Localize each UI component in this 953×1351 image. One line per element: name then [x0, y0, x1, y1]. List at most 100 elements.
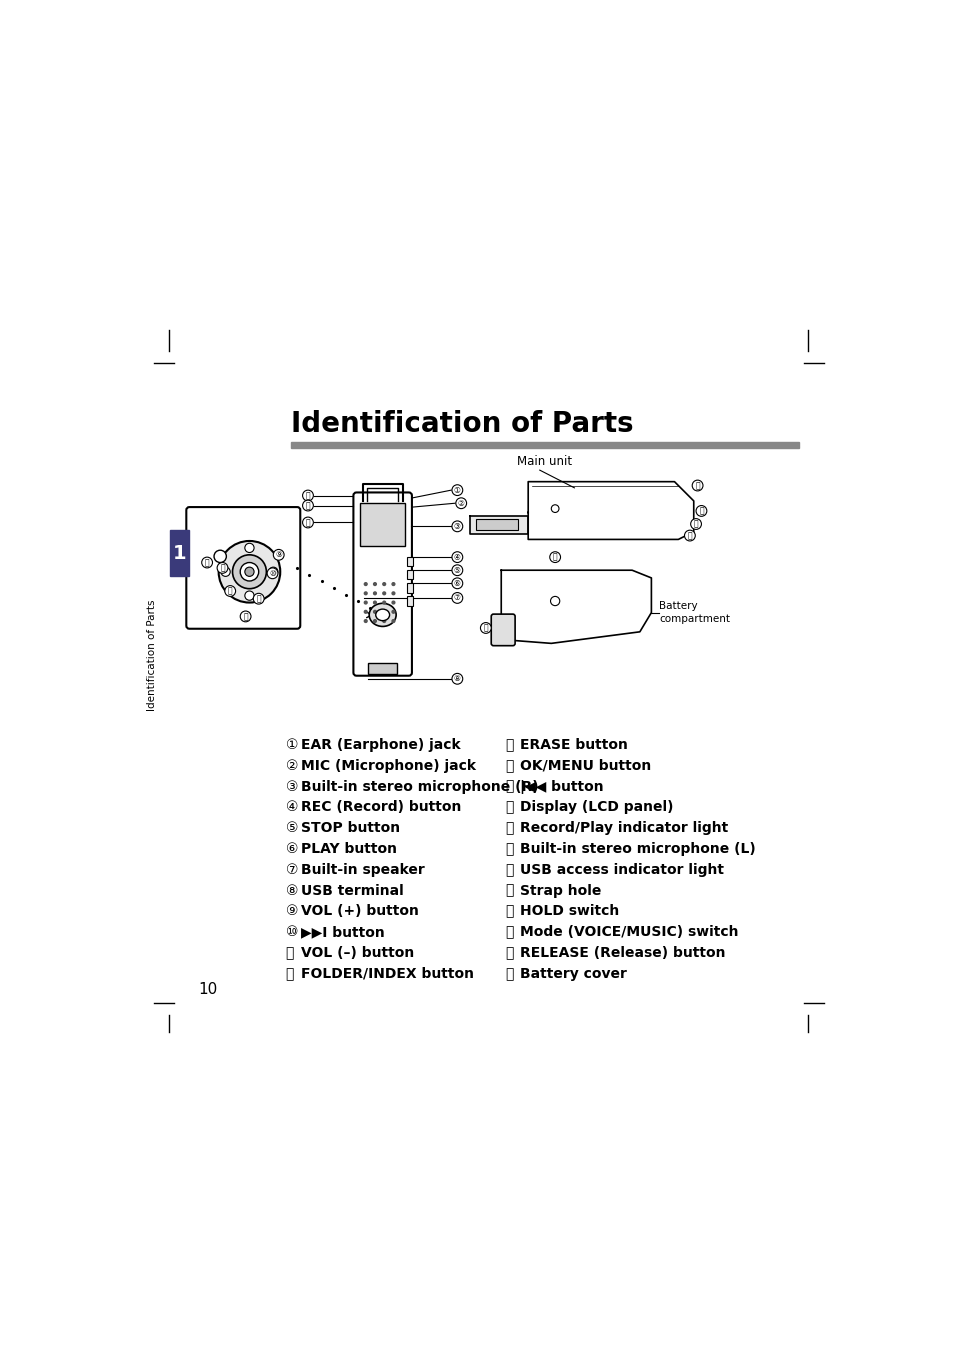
Text: ⑨: ⑨	[275, 550, 282, 559]
Text: USB terminal: USB terminal	[301, 884, 403, 897]
Circle shape	[302, 490, 313, 501]
Circle shape	[201, 557, 213, 567]
Text: Main unit: Main unit	[517, 455, 571, 467]
Text: Battery cover: Battery cover	[520, 967, 627, 981]
Text: ①: ①	[285, 738, 298, 753]
Text: Built-in stereo microphone (L): Built-in stereo microphone (L)	[520, 842, 756, 857]
Text: ⑳: ⑳	[504, 884, 513, 897]
Text: ㉔: ㉔	[483, 623, 488, 632]
Text: MIC (Microphone) jack: MIC (Microphone) jack	[301, 759, 476, 773]
Circle shape	[452, 673, 462, 684]
Circle shape	[382, 601, 385, 604]
Circle shape	[240, 562, 258, 581]
Text: ⑨: ⑨	[285, 904, 298, 919]
Text: ⑩: ⑩	[269, 569, 275, 578]
Circle shape	[392, 620, 395, 623]
Ellipse shape	[375, 609, 389, 620]
Text: Identification of Parts: Identification of Parts	[148, 600, 157, 711]
Circle shape	[549, 551, 560, 562]
Text: ⑥: ⑥	[285, 842, 298, 857]
Bar	[360, 503, 405, 546]
Circle shape	[217, 562, 228, 573]
Text: |◀◀ button: |◀◀ button	[520, 780, 603, 793]
Text: ⑪: ⑪	[256, 594, 261, 603]
Text: ▶▶I button: ▶▶I button	[301, 925, 384, 939]
Bar	[170, 530, 190, 577]
Text: ⑤: ⑤	[285, 821, 298, 835]
Text: ⑮: ⑮	[205, 558, 210, 567]
Text: ③: ③	[454, 521, 460, 531]
Circle shape	[225, 585, 235, 596]
Circle shape	[374, 601, 375, 604]
Text: HOLD switch: HOLD switch	[520, 904, 619, 919]
Text: ⑦: ⑦	[285, 863, 298, 877]
Text: Strap hole: Strap hole	[520, 884, 601, 897]
Text: ⑧: ⑧	[454, 674, 460, 684]
Circle shape	[245, 543, 253, 553]
Text: ④: ④	[454, 553, 460, 562]
Circle shape	[221, 567, 230, 577]
Circle shape	[456, 497, 466, 508]
Text: ㉓: ㉓	[552, 553, 557, 562]
Text: ㉒: ㉒	[504, 925, 513, 939]
Bar	[476, 519, 517, 530]
Circle shape	[392, 582, 395, 585]
Circle shape	[452, 593, 462, 604]
Text: ①: ①	[454, 485, 460, 494]
Bar	[368, 663, 396, 674]
Circle shape	[382, 611, 385, 613]
Circle shape	[374, 620, 375, 623]
Text: STOP button: STOP button	[301, 821, 399, 835]
Text: ⑫: ⑫	[285, 967, 294, 981]
Circle shape	[302, 500, 313, 511]
Text: ⑲: ⑲	[504, 863, 513, 877]
Text: REC (Record) button: REC (Record) button	[301, 800, 461, 815]
Circle shape	[452, 578, 462, 589]
Text: 1: 1	[172, 544, 187, 563]
Circle shape	[364, 592, 367, 594]
Text: ERASE button: ERASE button	[520, 738, 628, 753]
Circle shape	[302, 517, 313, 528]
Circle shape	[452, 551, 462, 562]
Circle shape	[684, 530, 695, 540]
Text: Battery
compartment: Battery compartment	[659, 601, 729, 624]
Circle shape	[364, 582, 367, 585]
Circle shape	[480, 623, 491, 634]
Circle shape	[213, 550, 226, 562]
Text: ⑭: ⑭	[220, 563, 225, 573]
Circle shape	[218, 540, 280, 603]
Text: ⑤: ⑤	[454, 566, 460, 574]
Circle shape	[267, 567, 277, 578]
Text: ⑬: ⑬	[504, 738, 513, 753]
Bar	[406, 570, 413, 580]
Circle shape	[392, 592, 395, 594]
FancyBboxPatch shape	[353, 493, 412, 676]
Text: ⑪: ⑪	[285, 946, 294, 961]
Circle shape	[692, 480, 702, 490]
Text: ⑬: ⑬	[228, 586, 233, 596]
Text: Mode (VOICE/MUSIC) switch: Mode (VOICE/MUSIC) switch	[520, 925, 739, 939]
Circle shape	[392, 611, 395, 613]
Text: ⑮: ⑮	[504, 780, 513, 793]
Circle shape	[551, 505, 558, 512]
Text: ⑳: ⑳	[699, 507, 703, 516]
Text: 10: 10	[198, 982, 217, 997]
Text: Built-in speaker: Built-in speaker	[301, 863, 424, 877]
Circle shape	[245, 567, 253, 577]
Circle shape	[382, 592, 385, 594]
Circle shape	[382, 620, 385, 623]
Polygon shape	[500, 570, 651, 643]
Text: ㉒: ㉒	[687, 531, 692, 540]
Text: Identification of Parts: Identification of Parts	[291, 409, 633, 438]
Circle shape	[452, 565, 462, 576]
Text: ⑧: ⑧	[285, 884, 298, 897]
Circle shape	[253, 593, 264, 604]
Text: RELEASE (Release) button: RELEASE (Release) button	[520, 946, 725, 961]
Circle shape	[452, 521, 462, 532]
Circle shape	[364, 611, 367, 613]
Text: ㉑: ㉑	[504, 904, 513, 919]
Text: ⑲: ⑲	[695, 481, 700, 490]
Circle shape	[274, 550, 284, 561]
Text: Record/Play indicator light: Record/Play indicator light	[520, 821, 728, 835]
Circle shape	[240, 611, 251, 621]
